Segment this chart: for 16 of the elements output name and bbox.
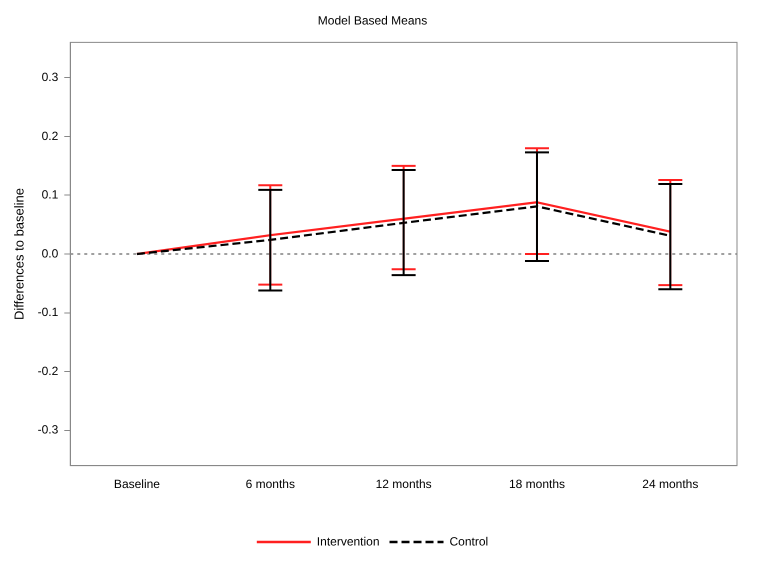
x-tick-label: 24 months [642, 477, 698, 492]
x-tick-label: 12 months [376, 477, 432, 492]
legend-label: Control [450, 534, 488, 548]
y-tick-label: 0.1 [42, 188, 59, 202]
chart-title: Model Based Means [318, 14, 428, 28]
y-tick-label: -0.2 [38, 364, 59, 378]
x-tick-label: Baseline [114, 477, 160, 492]
y-tick-label: 0.2 [42, 128, 59, 143]
legend-label: Intervention [316, 534, 380, 548]
y-tick-label: 0.3 [42, 70, 59, 84]
y-tick-label: -0.3 [38, 422, 59, 437]
y-tick-label: 0.0 [42, 246, 59, 260]
y-axis-title: Differences to baseline [11, 188, 26, 320]
x-tick-label: 18 months [508, 477, 566, 492]
x-tick-label: 6 months [246, 477, 295, 492]
y-tick-label: -0.1 [38, 305, 59, 320]
